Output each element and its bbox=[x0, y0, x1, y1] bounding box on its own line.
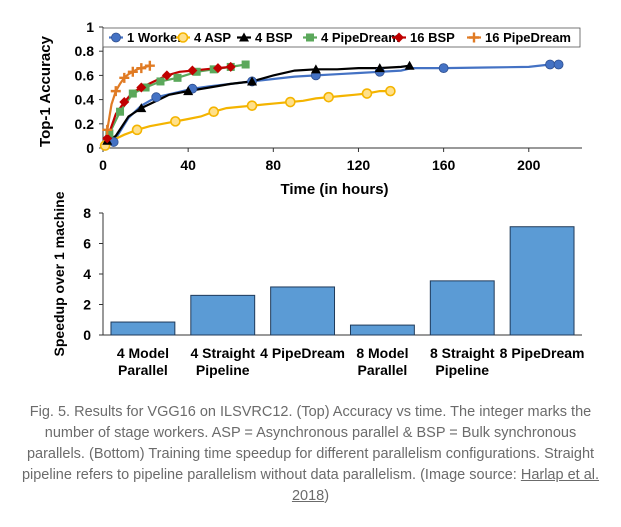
data-point bbox=[173, 73, 182, 82]
data-point bbox=[323, 91, 334, 103]
data-point bbox=[361, 88, 373, 99]
bar bbox=[110, 321, 176, 336]
x-axis-title: Time (in hours) bbox=[280, 181, 388, 198]
legend-label: 4 PipeDream bbox=[321, 30, 400, 45]
data-point bbox=[285, 96, 296, 108]
data-point bbox=[136, 103, 147, 113]
category-label: Parallel bbox=[118, 362, 168, 378]
y-tick-label: 0.8 bbox=[75, 43, 95, 59]
data-point bbox=[170, 116, 181, 127]
data-point bbox=[310, 64, 321, 74]
legend-label: 16 BSP bbox=[410, 30, 455, 45]
y-tick-label: 0 bbox=[86, 140, 94, 156]
series-line bbox=[106, 64, 410, 142]
data-point bbox=[438, 63, 449, 74]
data-point bbox=[127, 66, 138, 77]
y-tick-label: 1 bbox=[86, 19, 94, 35]
category-label: 4 Model bbox=[117, 345, 169, 361]
y-tick-label: 0.4 bbox=[75, 92, 95, 108]
y-tick-label: 6 bbox=[83, 236, 91, 252]
data-point bbox=[183, 86, 194, 96]
category-label: 4 Straight bbox=[190, 345, 255, 361]
data-point bbox=[131, 124, 143, 136]
data-point bbox=[151, 92, 162, 103]
x-tick-label: 40 bbox=[180, 157, 196, 173]
legend-marker bbox=[239, 32, 249, 42]
x-tick-label: 120 bbox=[347, 157, 371, 173]
y-tick-label: 2 bbox=[83, 297, 91, 313]
y-axis-title: Top-1 Accuracy bbox=[37, 35, 54, 147]
data-point bbox=[161, 70, 172, 81]
data-point bbox=[102, 133, 113, 144]
legend-marker bbox=[111, 32, 121, 43]
caption-text: Fig. 5. Results for VGG16 on ILSVRC12. (… bbox=[21, 404, 595, 483]
data-point bbox=[209, 65, 218, 74]
legend-marker bbox=[177, 32, 189, 43]
y-tick-label: 0.2 bbox=[75, 116, 95, 132]
category-label: 8 Model bbox=[356, 345, 408, 361]
data-point bbox=[156, 77, 165, 86]
series-line bbox=[104, 89, 391, 147]
y-tick-label: 0.6 bbox=[75, 67, 95, 83]
data-point bbox=[241, 60, 250, 69]
category-label: 4 PipeDream bbox=[260, 345, 345, 361]
y-tick-label: 8 bbox=[83, 205, 91, 221]
data-point bbox=[246, 100, 258, 111]
data-point bbox=[247, 76, 258, 86]
legend-marker bbox=[394, 32, 404, 43]
data-point bbox=[208, 106, 220, 117]
y-tick-label: 0 bbox=[83, 327, 91, 343]
data-point bbox=[553, 59, 564, 70]
data-point bbox=[212, 63, 223, 74]
category-label: 8 PipeDream bbox=[500, 345, 585, 361]
legend-box bbox=[102, 27, 581, 48]
data-point bbox=[116, 107, 125, 116]
data-point bbox=[136, 63, 147, 74]
legend-marker bbox=[306, 33, 314, 42]
data-point bbox=[105, 129, 114, 138]
data-point bbox=[144, 60, 155, 71]
data-point bbox=[110, 86, 121, 97]
category-label: Parallel bbox=[358, 362, 408, 378]
category-label: Pipeline bbox=[196, 362, 250, 378]
bar bbox=[349, 324, 415, 336]
legend-label: 16 PipeDream bbox=[485, 30, 571, 45]
x-tick-label: 0 bbox=[99, 157, 107, 173]
bar bbox=[190, 294, 256, 336]
data-point bbox=[128, 89, 137, 98]
legend-label: 4 ASP bbox=[194, 30, 231, 45]
legend-label: 1 Worker bbox=[127, 30, 182, 45]
legend: 1 Worker 4 ASP 4 BSP 4 PipeDream 16 BSP 16 Pi… bbox=[102, 27, 581, 48]
data-point bbox=[225, 61, 236, 72]
data-point bbox=[545, 59, 555, 70]
bar bbox=[509, 226, 575, 336]
caption-closing: ) bbox=[324, 488, 330, 504]
y-axis-title: Speedup over 1 machine bbox=[51, 191, 67, 356]
category-label: Pipeline bbox=[435, 362, 489, 378]
figure-caption: Fig. 5. Results for VGG16 on ILSVRC12. (… bbox=[18, 402, 603, 507]
data-point bbox=[136, 82, 147, 93]
data-point bbox=[187, 65, 198, 76]
data-point bbox=[385, 85, 396, 97]
x-tick-label: 80 bbox=[266, 157, 282, 173]
legend-marker bbox=[469, 32, 479, 43]
bar bbox=[429, 280, 495, 336]
x-tick-label: 200 bbox=[517, 157, 541, 173]
data-point bbox=[102, 124, 113, 135]
legend-label: 4 BSP bbox=[255, 30, 293, 45]
y-tick-label: 4 bbox=[83, 266, 91, 282]
data-point bbox=[374, 63, 385, 73]
data-point bbox=[192, 67, 201, 76]
accuracy-vs-time-chart: 0 0.2 0.4 0.6 0.8 1 0 40 80 120 160 200 Top-1 Accura… bbox=[37, 19, 582, 198]
x-tick-label: 160 bbox=[432, 157, 456, 173]
category-label: 8 Straight bbox=[430, 345, 495, 361]
data-point bbox=[119, 72, 130, 83]
caption-source-link[interactable]: Harlap et al. 2018 bbox=[291, 467, 600, 504]
data-point bbox=[404, 60, 415, 70]
bar bbox=[270, 286, 336, 336]
data-point bbox=[119, 97, 130, 108]
series-line bbox=[112, 63, 559, 143]
